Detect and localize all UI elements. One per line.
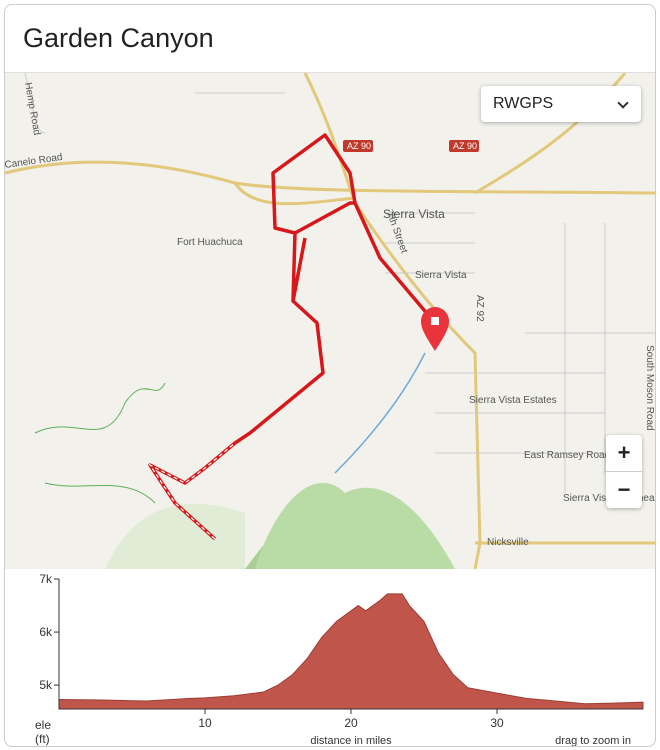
elevation-chart[interactable]: 7k 6k 5k 10 20 30 ele(ft) distance in miles drag…	[5, 569, 655, 746]
x-axis-label: distance in miles	[310, 735, 392, 746]
map-label: Nicksville	[487, 537, 529, 548]
route	[148, 133, 437, 541]
x-tick-label: 10	[198, 716, 212, 730]
x-tick-label: 30	[490, 716, 504, 730]
map-label: AZ 90	[453, 141, 477, 151]
y-axis-label: (ft)	[35, 732, 50, 746]
route-marker	[421, 307, 449, 351]
zoom-control: + −	[606, 435, 642, 508]
streams	[34, 382, 166, 504]
road-shield	[343, 140, 373, 152]
zoom-out[interactable]: −	[606, 471, 642, 508]
y-tick-label: 5k	[39, 678, 53, 692]
elevation-area	[58, 593, 644, 710]
road-shield	[449, 140, 479, 152]
zoom-in[interactable]: +	[617, 440, 631, 465]
map-label: AZ 92	[474, 295, 485, 322]
y-tick-label: 7k	[39, 572, 53, 586]
streets	[24, 73, 655, 493]
river	[334, 352, 426, 474]
y-tick-label: 6k	[39, 625, 53, 639]
map-label: Fort Huachuca	[177, 237, 243, 248]
layer-select[interactable]: RWGPS	[481, 86, 641, 122]
map-label: South Moson Road	[644, 345, 655, 431]
card: Garden Canyon Hemp Road Canelo Road AZ 90 A…	[4, 4, 656, 747]
forest	[255, 482, 455, 569]
title: Garden Canyon	[5, 5, 655, 73]
forest	[105, 503, 245, 569]
x-tick-label: 20	[344, 716, 358, 730]
zoom-hint: drag to zoom in	[555, 735, 631, 746]
y-axis-label: ele	[35, 718, 51, 732]
map-label: Sierra Vista	[383, 207, 445, 221]
map-label: AZ 90	[347, 141, 371, 151]
map-label: Sierra Vista Estates	[469, 395, 557, 406]
unpaved-route	[148, 442, 236, 540]
map-label: East Ramsey Road	[524, 450, 610, 461]
map-label: Sierra Vista	[415, 270, 467, 281]
